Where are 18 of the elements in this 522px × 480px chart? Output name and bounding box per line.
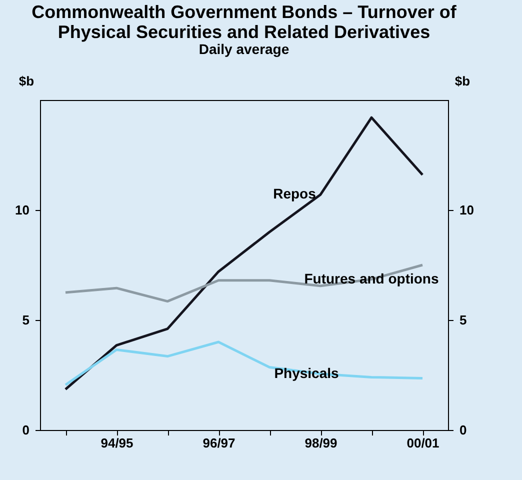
x-tick-label: 94/95 — [100, 436, 134, 450]
line-series — [64, 340, 424, 386]
y2-tick-label: 10 — [460, 202, 474, 218]
y2-tick-label: 5 — [460, 312, 467, 328]
x-tick-label: 98/99 — [304, 436, 338, 450]
series-label: Repos — [273, 186, 316, 202]
y-axis-title: $b — [18, 74, 34, 88]
y-tick-label: 10 — [15, 202, 30, 218]
y2-tick-label: 0 — [460, 422, 467, 438]
chart-title: Commonwealth Government Bonds – Turnover of Physical Securities and Related Derivatives — [32, 2, 458, 42]
series-label: Futures and options — [304, 270, 439, 286]
series-label: Physicals — [274, 364, 340, 381]
x-tick-label: 96/97 — [202, 436, 236, 450]
chart-subtitle: Daily average — [198, 41, 290, 57]
y-tick-label: 5 — [22, 312, 30, 328]
y-tick-label: 0 — [22, 422, 30, 438]
x-tick-label: 00/01 — [406, 436, 440, 450]
y2-axis-title: $b — [454, 74, 470, 88]
